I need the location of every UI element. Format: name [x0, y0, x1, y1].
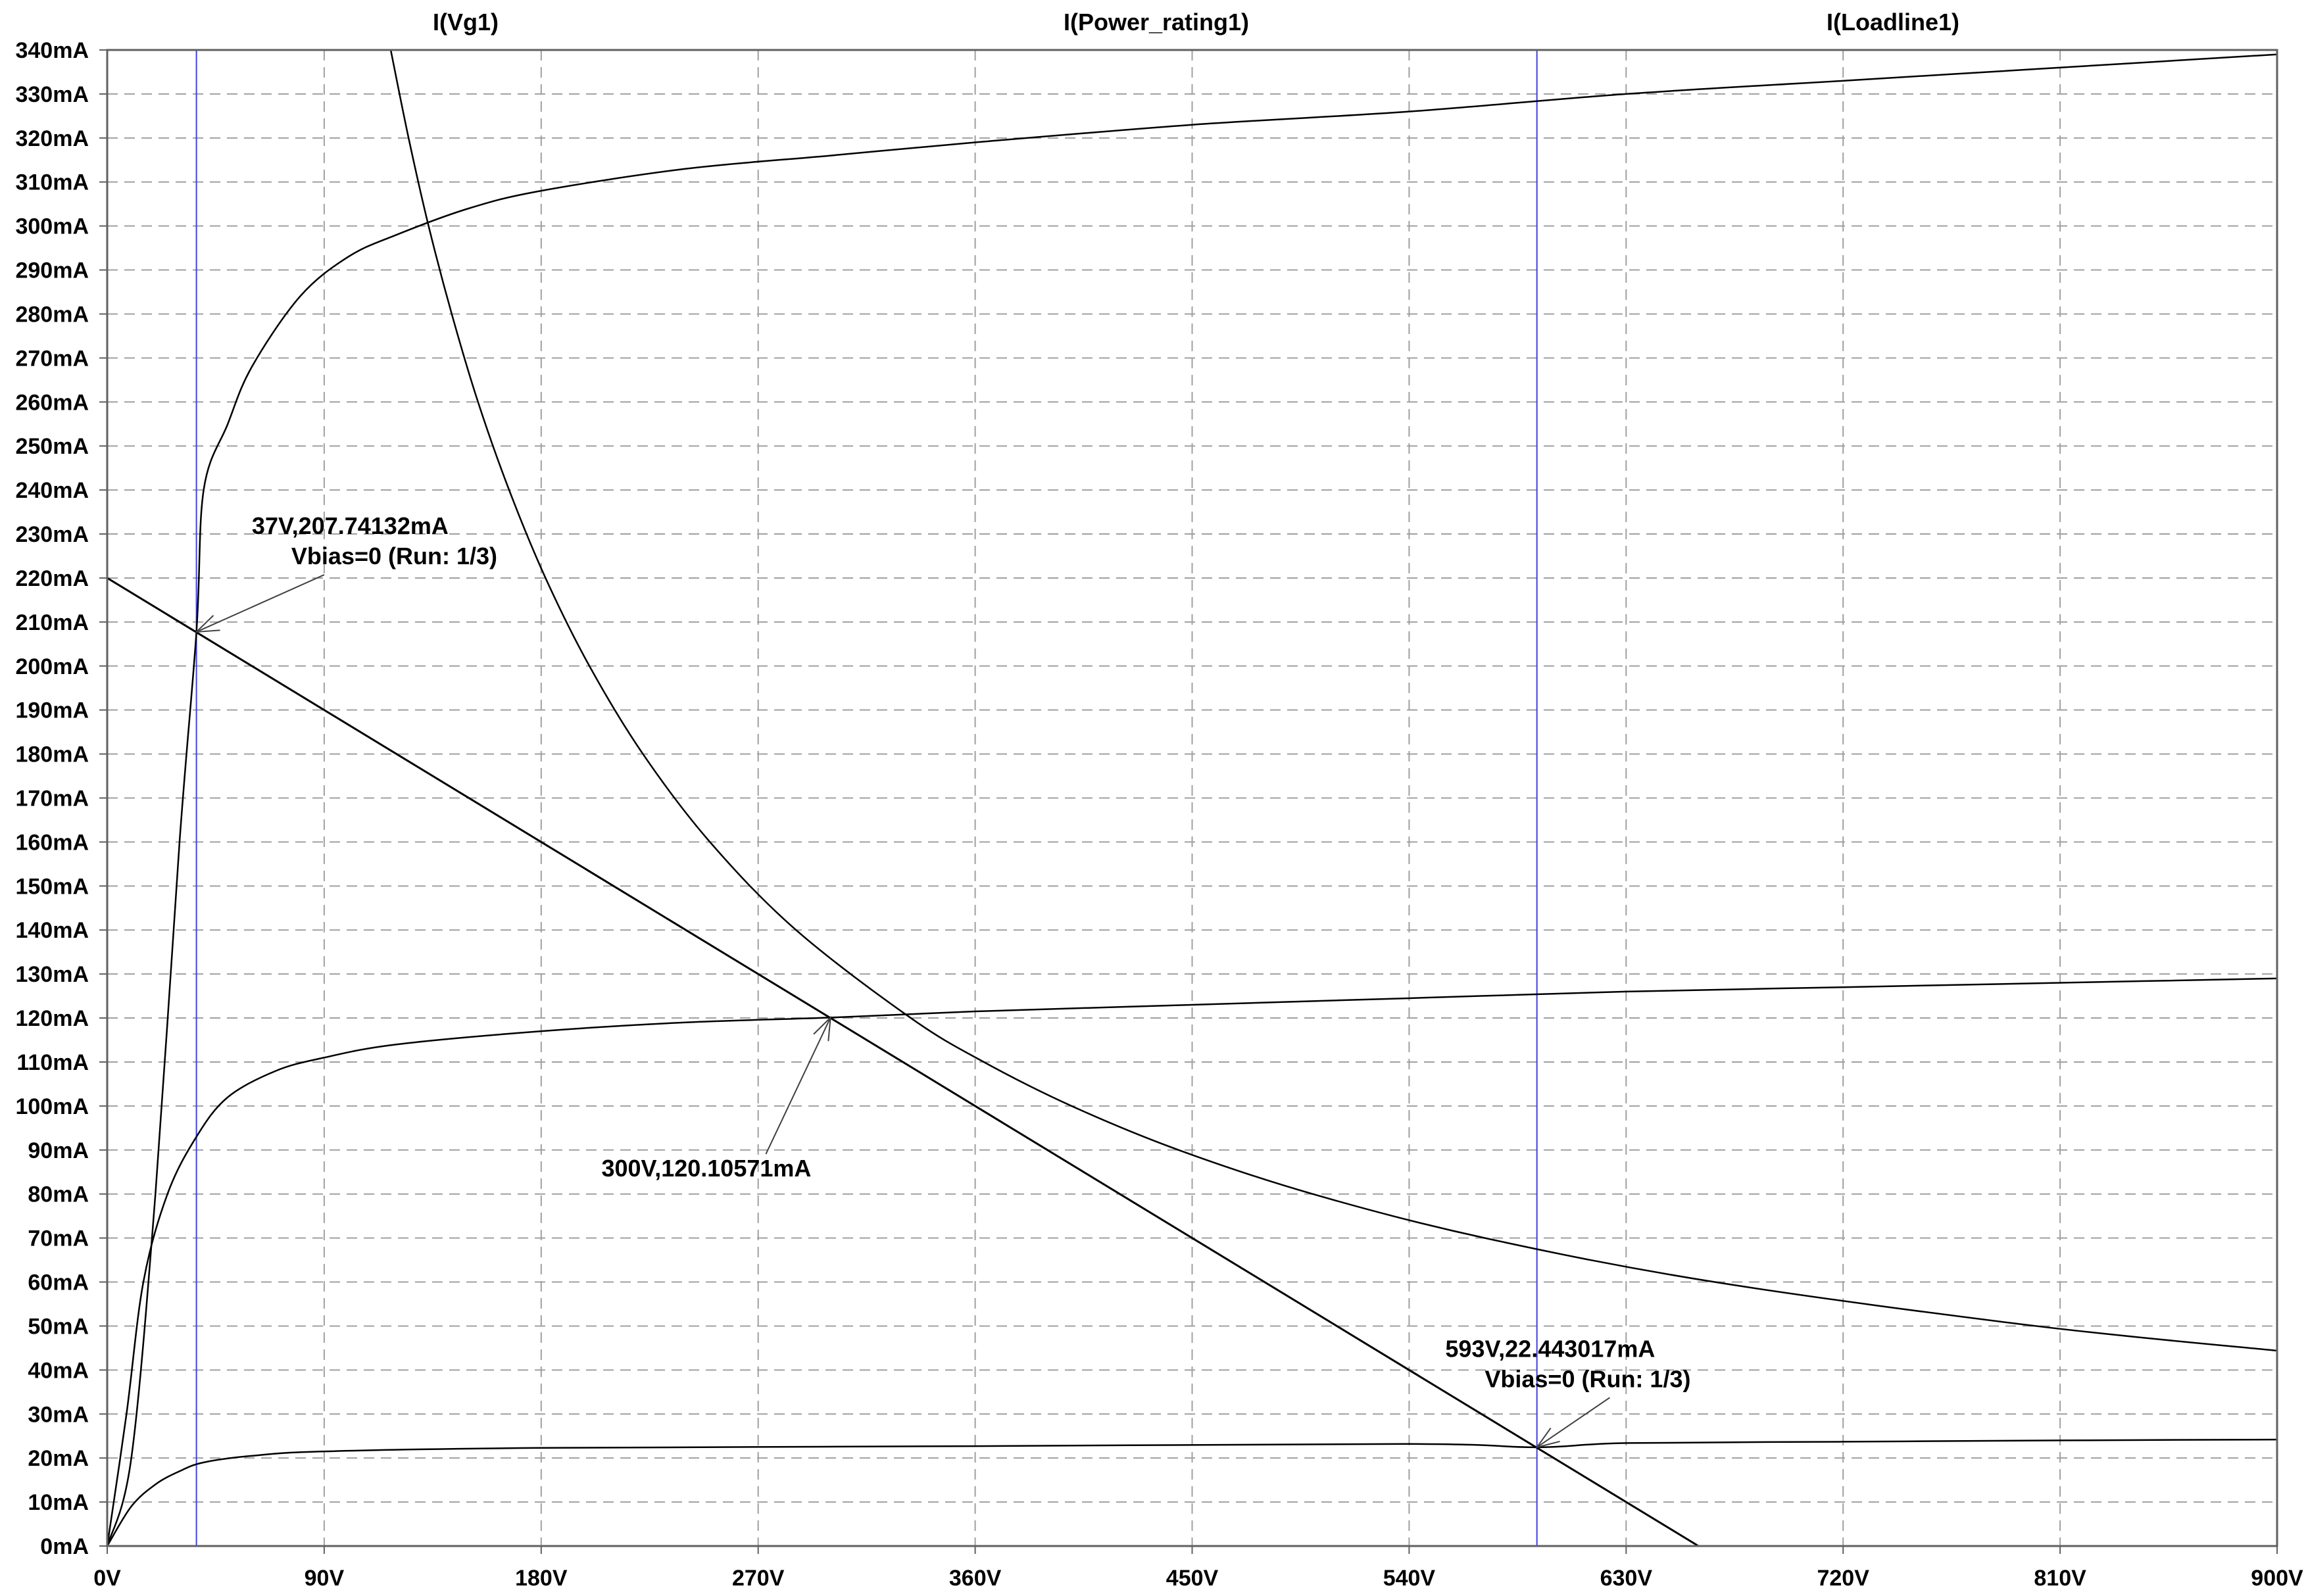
y-tick-label: 100mA: [15, 1094, 89, 1119]
y-tick-label: 310mA: [15, 170, 89, 195]
x-tick-label: 630V: [1600, 1566, 1653, 1591]
y-tick-label: 200mA: [15, 654, 89, 679]
y-tick-label: 20mA: [28, 1446, 89, 1471]
y-tick-label: 110mA: [16, 1050, 89, 1075]
y-tick-label: 290mA: [15, 258, 89, 283]
series-layer: [106, 49, 2278, 1547]
annotation-label: Vbias=0 (Run: 1/3): [1485, 1365, 1690, 1392]
y-tick-label: 260mA: [15, 390, 89, 415]
x-tick-label: 720V: [1817, 1566, 1869, 1591]
annotation-leader: [1536, 1397, 1610, 1448]
x-tick-label: 540V: [1383, 1566, 1436, 1591]
y-tick-label: 270mA: [15, 346, 89, 371]
annotation-label: 300V,120.10571mA: [601, 1155, 811, 1182]
y-tick-label: 90mA: [28, 1138, 89, 1163]
axis-layer: 0mA 10mA 20mA 30mA 40mA 50mA 60mA 70mA 80mA 90mA 1…: [15, 38, 2303, 1591]
y-tick-label: 10mA: [28, 1490, 89, 1515]
y-tick-label: 140mA: [15, 918, 89, 943]
x-tick-label: 360V: [949, 1566, 1002, 1591]
y-tick-label: 190mA: [15, 698, 89, 723]
legend-label: I(Vg1): [433, 9, 499, 36]
legend-label: I(Power_rating1): [1064, 9, 1249, 36]
legend-layer: I(Vg1) I(Power_rating1) I(Loadline1): [433, 9, 1959, 36]
legend-label: I(Loadline1): [1827, 9, 1959, 36]
y-tick-label: 300mA: [15, 214, 89, 239]
series-line: [107, 577, 1700, 1547]
annotation-label: 37V,207.74132mA: [252, 512, 449, 539]
y-tick-label: 70mA: [28, 1226, 89, 1251]
y-tick-label: 180mA: [15, 742, 89, 767]
y-tick-label: 130mA: [15, 962, 89, 987]
y-tick-label: 80mA: [28, 1182, 89, 1207]
annotation-label: 593V,22.443017mA: [1445, 1335, 1655, 1362]
x-tick-label: 450V: [1166, 1566, 1219, 1591]
series-line: [106, 1438, 2278, 1547]
y-tick-label: 160mA: [15, 830, 89, 855]
x-tick-label: 0V: [93, 1566, 121, 1591]
x-tick-label: 180V: [515, 1566, 568, 1591]
annotation-arrowhead: [1535, 1427, 1560, 1449]
y-tick-label: 50mA: [28, 1314, 89, 1339]
series-line: [389, 49, 2278, 1352]
x-tick-label: 810V: [2034, 1566, 2086, 1591]
y-tick-label: 280mA: [15, 302, 89, 327]
plot-frame: [106, 49, 2278, 1547]
y-tick-label: 30mA: [28, 1402, 89, 1427]
y-tick-label: 60mA: [28, 1270, 89, 1295]
x-tick-label: 900V: [2251, 1566, 2303, 1591]
y-tick-label: 0mA: [40, 1534, 89, 1559]
y-tick-label: 250mA: [15, 434, 89, 459]
y-tick-label: 230mA: [15, 522, 89, 547]
y-tick-label: 340mA: [15, 38, 89, 63]
y-tick-label: 120mA: [15, 1006, 89, 1031]
y-tick-label: 240mA: [15, 478, 89, 503]
annotation-leader: [765, 1017, 831, 1155]
y-tick-label: 320mA: [15, 126, 89, 151]
y-tick-label: 170mA: [15, 786, 89, 811]
series-line: [106, 977, 2278, 1547]
annotation-arrowhead: [813, 1015, 831, 1042]
y-tick-label: 210mA: [15, 610, 89, 635]
cursor-layer: [195, 50, 1538, 1546]
y-tick-label: 40mA: [28, 1358, 89, 1383]
annotation-layer: 37V,207.74132mA Vbias=0 (Run: 1/3) 300V,12…: [194, 512, 1690, 1449]
y-tick-label: 220mA: [15, 566, 89, 591]
annotation-arrowhead: [194, 615, 220, 633]
x-tick-label: 270V: [732, 1566, 785, 1591]
series-line: [106, 53, 2278, 1547]
annotation-label: Vbias=0 (Run: 1/3): [291, 543, 497, 569]
y-tick-label: 150mA: [15, 874, 89, 899]
y-tick-label: 330mA: [15, 82, 89, 107]
annotation-leader: [196, 574, 325, 633]
x-tick-label: 90V: [305, 1566, 345, 1591]
grid-layer: [107, 49, 2277, 1546]
